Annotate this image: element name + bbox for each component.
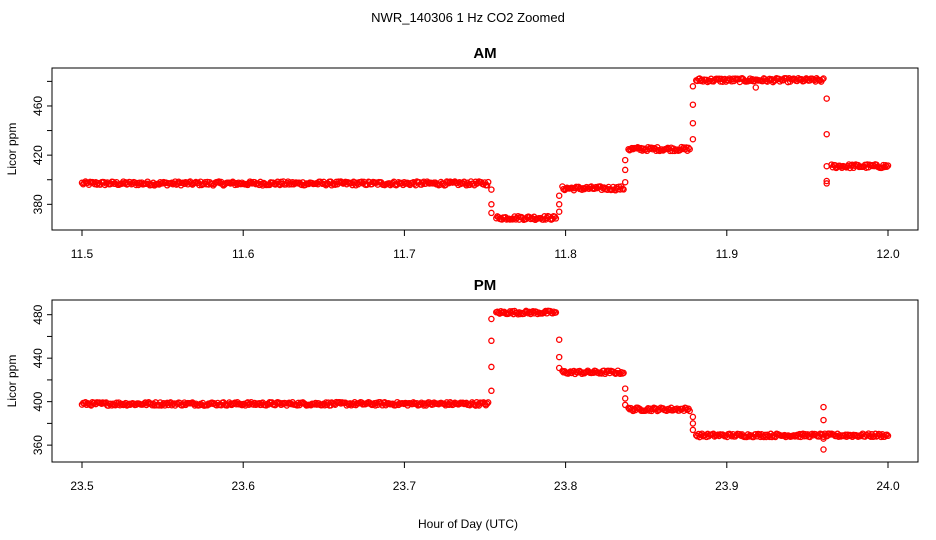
data-point bbox=[621, 166, 629, 174]
x-tick-label: 11.7 bbox=[393, 247, 416, 261]
data-point bbox=[689, 119, 697, 127]
data-point bbox=[689, 413, 697, 421]
data-point bbox=[689, 83, 697, 90]
data-points bbox=[78, 74, 892, 224]
x-tick-label: 23.8 bbox=[554, 479, 578, 493]
data-point bbox=[689, 420, 697, 427]
plot-frame bbox=[51, 67, 919, 231]
data-point bbox=[621, 385, 629, 392]
data-point bbox=[483, 182, 491, 189]
data-point bbox=[820, 403, 827, 411]
data-point bbox=[555, 364, 563, 372]
data-point bbox=[620, 369, 627, 377]
pm-panel: PM Licor ppm 360 400 440 480 23.5 23.6 23.7 23.8 2… bbox=[5, 277, 919, 493]
data-point bbox=[488, 315, 495, 323]
data-point bbox=[686, 145, 693, 153]
data-point bbox=[823, 162, 830, 170]
data-point bbox=[882, 162, 889, 169]
data-point bbox=[555, 208, 563, 215]
data-point bbox=[883, 431, 891, 438]
data-point bbox=[621, 401, 629, 409]
data-point bbox=[488, 363, 495, 371]
data-point bbox=[540, 216, 547, 223]
y-axis-label: Licor ppm bbox=[5, 355, 19, 408]
y-tick-label: 400 bbox=[31, 391, 45, 411]
data-point bbox=[555, 192, 563, 199]
data-point bbox=[820, 446, 827, 453]
data-point bbox=[820, 435, 827, 442]
data-point bbox=[483, 400, 491, 407]
x-tick-label: 11.5 bbox=[71, 247, 94, 261]
data-point bbox=[689, 101, 697, 108]
data-point bbox=[488, 201, 495, 208]
y-axis-label: Licor ppm bbox=[5, 123, 19, 176]
plot-frame bbox=[51, 299, 919, 463]
data-point bbox=[686, 407, 693, 415]
data-point bbox=[689, 426, 697, 434]
data-point bbox=[488, 387, 495, 395]
data-point bbox=[689, 135, 697, 143]
y-tick-label: 440 bbox=[31, 348, 45, 368]
data-point bbox=[488, 337, 495, 345]
data-point bbox=[484, 178, 492, 186]
x-tick-label: 23.6 bbox=[232, 479, 256, 493]
data-point bbox=[621, 178, 629, 186]
data-point bbox=[620, 186, 627, 193]
data-point bbox=[621, 156, 629, 164]
x-tick-label: 11.6 bbox=[232, 247, 255, 261]
x-tick-label: 11.8 bbox=[554, 247, 577, 261]
x-tick-label: 24.0 bbox=[876, 479, 900, 493]
x-tick-label: 23.5 bbox=[70, 479, 94, 493]
y-tick-label: 480 bbox=[31, 304, 45, 324]
data-point bbox=[820, 75, 827, 82]
y-tick-label: 460 bbox=[31, 96, 45, 116]
data-points bbox=[78, 307, 892, 453]
data-point bbox=[823, 95, 830, 102]
data-point bbox=[488, 186, 495, 193]
x-tick-label: 11.9 bbox=[716, 247, 739, 261]
data-point bbox=[488, 209, 495, 217]
data-point bbox=[823, 177, 830, 185]
panel-title: PM bbox=[474, 277, 497, 294]
data-point bbox=[555, 201, 563, 208]
panel-title: AM bbox=[473, 45, 496, 62]
data-point bbox=[884, 432, 892, 440]
data-point bbox=[883, 163, 891, 170]
data-point bbox=[481, 400, 489, 408]
data-point bbox=[552, 215, 560, 222]
am-panel: AM Licor ppm 380 420 460 11.5 11.6 11.7 11.8 11.9… bbox=[5, 45, 919, 261]
y-tick-label: 380 bbox=[31, 194, 45, 214]
data-point bbox=[552, 309, 560, 316]
figure-x-axis-label: Hour of Day (UTC) bbox=[418, 517, 518, 531]
data-point bbox=[823, 130, 830, 138]
data-point bbox=[555, 353, 563, 361]
data-point bbox=[819, 76, 826, 83]
data-point bbox=[752, 84, 760, 91]
x-tick-label: 23.9 bbox=[715, 479, 739, 493]
data-point bbox=[820, 416, 827, 424]
data-point bbox=[884, 162, 892, 169]
y-tick-label: 360 bbox=[31, 435, 45, 455]
data-point bbox=[555, 336, 563, 343]
x-tick-label: 12.0 bbox=[876, 247, 900, 261]
figure-title: NWR_140306 1 Hz CO2 Zoomed bbox=[371, 10, 565, 25]
data-point bbox=[685, 144, 692, 152]
data-point bbox=[484, 399, 492, 406]
x-tick-label: 23.7 bbox=[393, 479, 417, 493]
data-point bbox=[823, 180, 830, 187]
data-point bbox=[621, 395, 629, 402]
y-tick-label: 420 bbox=[31, 145, 45, 165]
